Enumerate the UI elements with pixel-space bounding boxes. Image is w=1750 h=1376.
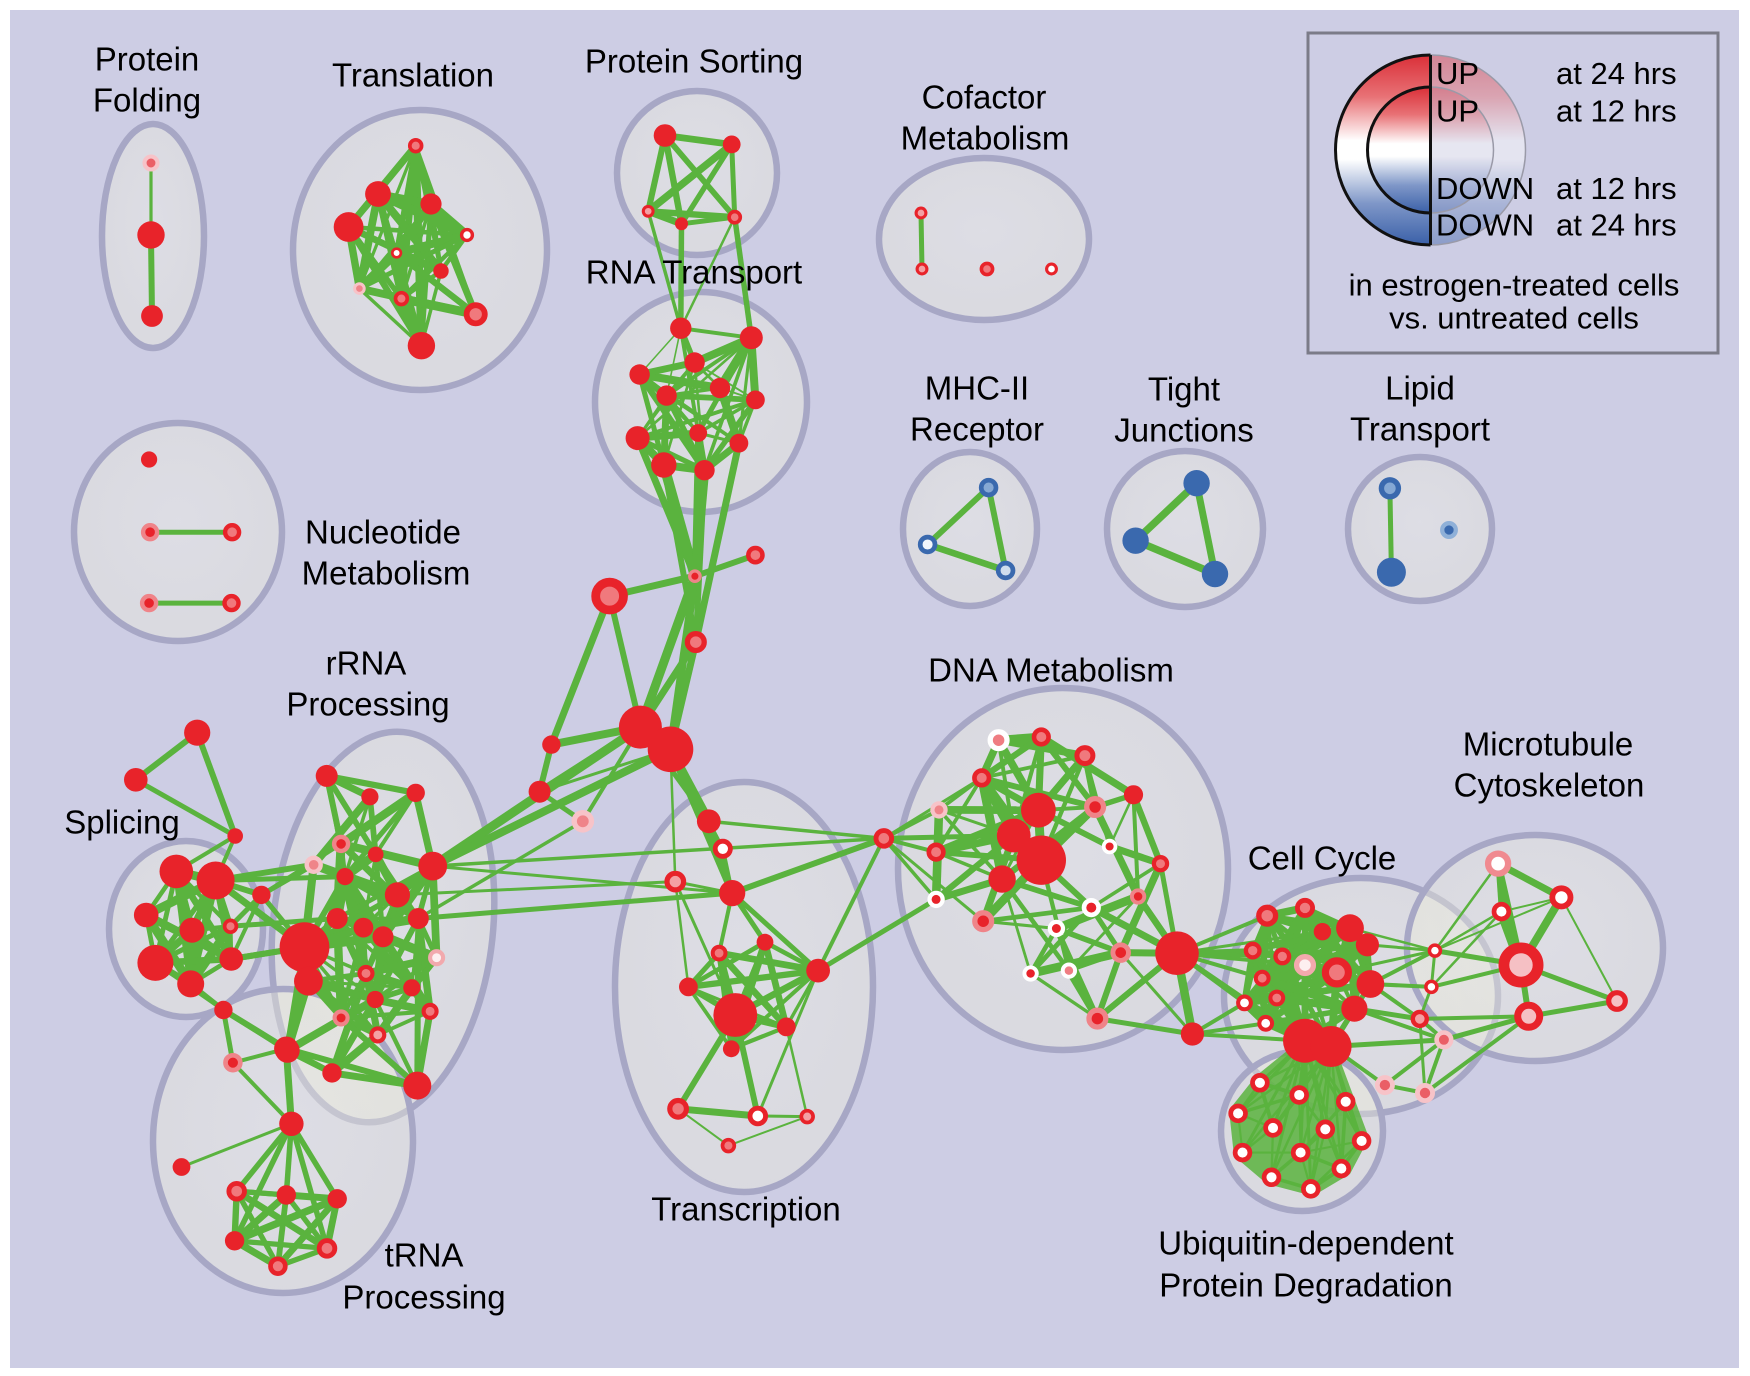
svg-text:Cofactor: Cofactor	[922, 79, 1047, 116]
svg-text:Transport: Transport	[1350, 411, 1490, 448]
svg-text:Lipid: Lipid	[1385, 370, 1455, 407]
svg-text:at 12 hrs: at 12 hrs	[1556, 94, 1677, 129]
svg-text:Transcription: Transcription	[651, 1191, 841, 1228]
svg-text:Protein Sorting: Protein Sorting	[585, 43, 803, 80]
svg-text:Processing: Processing	[342, 1279, 505, 1316]
svg-text:rRNA: rRNA	[326, 645, 407, 682]
svg-text:at 24 hrs: at 24 hrs	[1556, 56, 1677, 91]
svg-text:Microtubule: Microtubule	[1463, 726, 1634, 763]
svg-text:Tight: Tight	[1148, 371, 1220, 408]
svg-text:at 12 hrs: at 12 hrs	[1556, 171, 1677, 206]
svg-text:Receptor: Receptor	[910, 411, 1044, 448]
svg-text:Cell Cycle: Cell Cycle	[1248, 840, 1397, 877]
svg-text:Folding: Folding	[93, 82, 201, 119]
svg-text:Junctions: Junctions	[1114, 412, 1253, 449]
svg-text:Ubiquitin-dependent: Ubiquitin-dependent	[1158, 1225, 1453, 1262]
svg-text:at 24 hrs: at 24 hrs	[1556, 208, 1677, 243]
svg-text:RNA Transport: RNA Transport	[586, 254, 802, 291]
svg-text:Protein: Protein	[95, 41, 200, 78]
svg-text:DNA Metabolism: DNA Metabolism	[928, 652, 1174, 689]
svg-text:vs. untreated cells: vs. untreated cells	[1389, 301, 1639, 336]
svg-text:Processing: Processing	[286, 686, 449, 723]
svg-text:UP: UP	[1436, 94, 1479, 129]
svg-text:Metabolism: Metabolism	[302, 555, 471, 592]
svg-text:DOWN: DOWN	[1436, 208, 1534, 243]
svg-text:Cytoskeleton: Cytoskeleton	[1454, 767, 1645, 804]
svg-text:MHC-II: MHC-II	[925, 370, 1029, 407]
svg-text:UP: UP	[1436, 56, 1479, 91]
svg-text:Translation: Translation	[332, 57, 494, 94]
svg-text:DOWN: DOWN	[1436, 171, 1534, 206]
svg-text:Nucleotide: Nucleotide	[305, 514, 461, 551]
svg-text:tRNA: tRNA	[385, 1237, 464, 1274]
svg-text:Metabolism: Metabolism	[901, 120, 1070, 157]
svg-text:in estrogen-treated cells: in estrogen-treated cells	[1349, 268, 1680, 303]
svg-text:Protein Degradation: Protein Degradation	[1159, 1267, 1453, 1304]
svg-text:Splicing: Splicing	[64, 804, 180, 841]
